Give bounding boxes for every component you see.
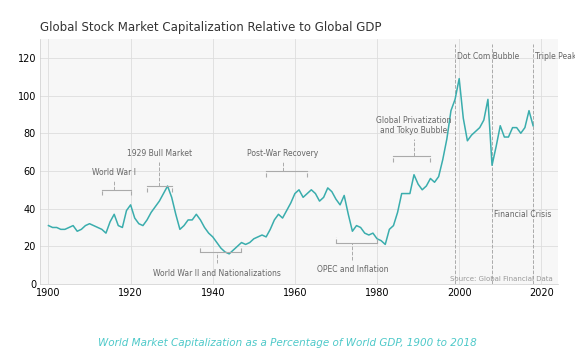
Text: 1929 Bull Market: 1929 Bull Market [127,149,192,158]
Text: Post-War Recovery: Post-War Recovery [247,149,318,158]
Text: Triple Peak?: Triple Peak? [535,51,575,60]
Text: Dot Com Bubble: Dot Com Bubble [457,51,519,60]
Text: World Market Capitalization as a Percentage of World GDP, 1900 to 2018: World Market Capitalization as a Percent… [98,338,477,348]
Text: World War II and Nationalizations: World War II and Nationalizations [153,269,281,278]
Text: Global Stock Market Capitalization Relative to Global GDP: Global Stock Market Capitalization Relat… [40,21,382,34]
Text: World War I: World War I [92,168,136,176]
Text: Financial Crisis: Financial Crisis [494,210,551,219]
Text: OPEC and Inflation: OPEC and Inflation [317,265,388,274]
Text: Global Privatization
and Tokyo Bubble: Global Privatization and Tokyo Bubble [376,116,452,135]
Text: Source: Global Financial Data: Source: Global Financial Data [450,275,553,282]
